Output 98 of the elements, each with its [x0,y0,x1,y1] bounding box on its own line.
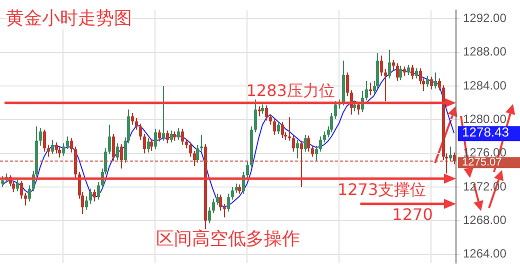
candlestick [296,139,300,159]
candlestick [276,120,280,134]
candlestick [138,123,142,140]
candlestick [218,194,222,212]
candlestick [38,128,42,146]
candlestick [200,134,204,152]
candlestick [356,101,360,116]
candlestick [226,193,230,212]
candlestick [392,59,396,70]
ref-line-label: 1273支撑位 [337,180,426,199]
candlestick [88,188,92,204]
candlestick [272,118,276,136]
candlestick [212,198,216,214]
candlestick [54,142,58,154]
candlestick [388,49,392,79]
candlestick [314,145,318,162]
candlestick [452,152,456,165]
candlestick [92,189,96,202]
y-tick-label: 1268.00 [463,213,507,228]
candlestick [438,78,442,91]
candlestick [162,85,166,142]
y-tick-label: 1264.00 [463,246,507,261]
candlestick [158,129,162,142]
candlestick [154,128,158,150]
candlestick [216,193,220,206]
candlestick [170,130,174,143]
candlestick [50,139,54,155]
candlestick [222,203,226,218]
y-tick-label: 1284.00 [463,78,507,92]
candlestick [434,72,438,90]
candlestick [180,128,184,146]
candlestick [192,150,196,166]
candlestick [304,134,308,152]
candlestick [430,76,434,90]
candlestick [172,130,176,142]
ref-line-label: 1283压力位 [246,80,335,100]
candlestick [24,192,28,206]
candlestick [300,140,304,188]
candlestick [396,62,400,82]
candlestick [146,138,150,153]
y-tick-label: 1292.00 [463,10,507,25]
candlestick [188,142,192,158]
ref-line-label: 1275.07 [462,156,502,169]
candlestick [264,104,268,121]
candlestick [238,184,242,194]
candlestick [364,80,368,101]
candlestick [20,180,24,200]
candlestick [246,161,250,178]
candlestick [346,72,350,97]
candlestick [96,181,100,200]
y-tick-label: 1280.00 [463,112,507,126]
candlestick [268,114,272,126]
ref-line-label: 1270 [392,205,433,224]
candlestick [28,184,32,202]
candlestick [410,64,414,80]
candlestick [134,117,138,130]
candlestick [292,135,296,152]
candlestick [322,130,326,143]
candlestick [108,124,112,155]
candlestick [62,142,66,156]
candlestick [116,142,120,161]
candlestick [112,133,116,162]
candlestick [42,129,46,152]
candlestick [234,183,238,194]
candlestick [426,75,430,88]
candlestick [70,138,74,153]
candlestick [402,66,406,76]
annotation: 区间高空低多操作 [156,228,300,250]
candlestick [84,196,88,210]
candlestick [166,130,170,144]
candlestick [406,64,410,76]
candlestick [318,136,322,152]
candlestick [380,55,384,76]
candlestick [58,146,62,158]
candlestick [352,100,356,112]
candlestick [66,136,70,150]
candlestick [334,100,338,120]
candlestick [254,98,258,133]
candlestick [196,144,200,164]
candlestick [130,112,134,126]
candlestick [398,65,402,81]
candlestick [150,138,154,152]
candlestick [384,68,388,102]
candlestick [16,178,20,192]
candlestick [280,122,284,139]
candlestick [310,145,314,158]
y-tick-label: 1288.00 [463,44,507,59]
candlestick [306,135,310,152]
text: 1278.43 [462,124,509,140]
candlestick [230,186,234,200]
candlestick [176,128,180,140]
candlestick [142,133,146,154]
candlestick [414,68,418,79]
candlestick [120,144,124,169]
chart-title: 黄金小时走势图 [6,6,132,30]
candlestick [448,146,452,162]
candlestick [184,138,188,149]
candlestick [208,206,212,224]
